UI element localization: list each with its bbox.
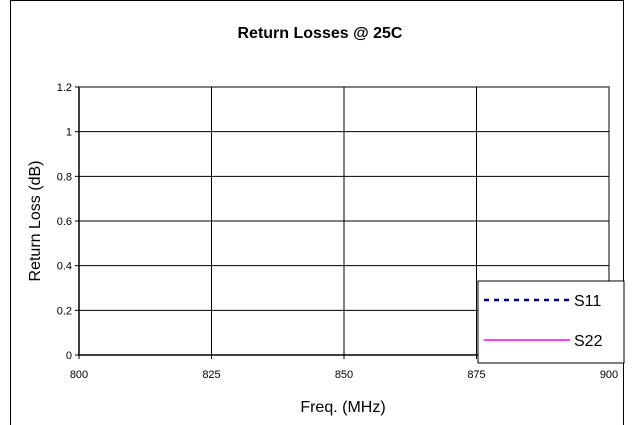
x-tick-label: 850 xyxy=(335,369,353,381)
y-tick-label: 0.4 xyxy=(57,261,72,273)
x-tick-label: 900 xyxy=(600,369,618,381)
x-axis-label: Freq. (MHz) xyxy=(300,399,385,416)
x-tick-label: 800 xyxy=(70,369,88,381)
chart-title: Return Losses @ 25C xyxy=(238,25,403,42)
x-tick-label: 875 xyxy=(467,369,485,381)
y-tick-label: 1 xyxy=(66,127,72,139)
legend-box xyxy=(477,280,625,364)
grid-lines xyxy=(79,87,609,355)
y-axis-ticks: 0 0.2 0.4 0.6 0.8 1 1.2 xyxy=(57,82,80,362)
y-tick-label: 0.2 xyxy=(57,305,72,317)
y-tick-label: 1.2 xyxy=(57,82,72,94)
legend: S11 S22 xyxy=(477,280,625,364)
y-tick-label: 0.8 xyxy=(57,171,72,183)
legend-s22-label: S22 xyxy=(574,333,603,350)
legend-s11-label: S11 xyxy=(574,293,601,310)
x-tick-label: 825 xyxy=(202,369,220,381)
y-tick-label: 0.6 xyxy=(57,216,72,228)
y-tick-label: 0 xyxy=(66,350,72,362)
y-axis-label: Return Loss (dB) xyxy=(27,161,44,282)
